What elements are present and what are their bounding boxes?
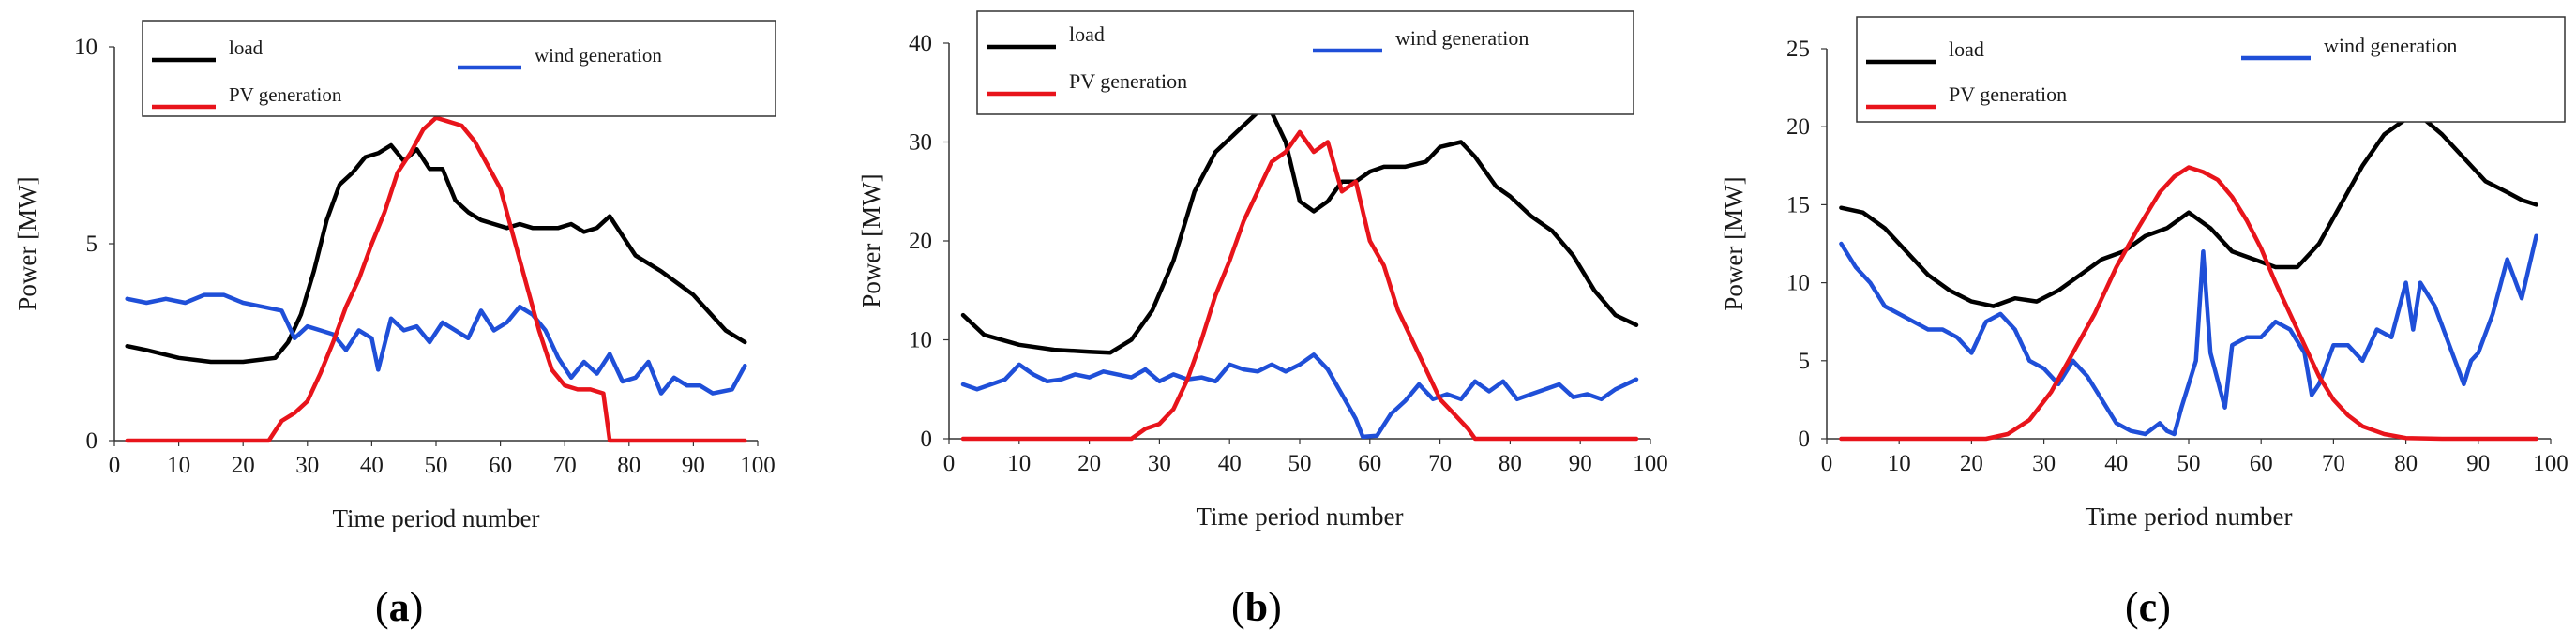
legend-label: PV generation bbox=[229, 83, 342, 106]
x-tick-label: 30 bbox=[295, 453, 319, 478]
x-tick-label: 90 bbox=[2466, 451, 2490, 476]
x-axis-label: Time period number bbox=[1197, 502, 1404, 531]
legend-label: PV generation bbox=[1949, 82, 2067, 106]
y-tick-label: 20 bbox=[909, 229, 932, 254]
x-axis-label: Time period number bbox=[2086, 502, 2293, 531]
x-axis-label: Time period number bbox=[333, 504, 540, 532]
y-tick-label: 40 bbox=[909, 31, 932, 56]
series-line-wind-generation bbox=[960, 352, 1639, 440]
series-line-wind-generation bbox=[1839, 233, 2538, 437]
y-tick-label: 20 bbox=[1786, 114, 1810, 140]
caption-letter: c bbox=[2138, 584, 2158, 630]
x-tick-label: 50 bbox=[425, 453, 448, 478]
y-axis-label: Power [MW] bbox=[1720, 176, 1748, 310]
caption-letter: a bbox=[388, 584, 410, 630]
y-tick-label: 0 bbox=[921, 427, 933, 452]
x-tick-label: 70 bbox=[1428, 451, 1452, 476]
series-line-PV-generation bbox=[1839, 165, 2538, 442]
y-tick-label: 30 bbox=[909, 130, 932, 156]
series-line-load bbox=[1839, 113, 2538, 308]
y-tick-label: 5 bbox=[1799, 349, 1811, 374]
caption-letter: b bbox=[1244, 584, 1269, 630]
x-tick-label: 10 bbox=[1007, 451, 1031, 476]
x-tick-label: 40 bbox=[2104, 451, 2128, 476]
x-tick-label: 0 bbox=[943, 451, 956, 476]
legend-label: load bbox=[1069, 22, 1105, 46]
x-tick-label: 90 bbox=[682, 453, 705, 478]
y-tick-label: 5 bbox=[86, 232, 98, 257]
series-line-PV-generation bbox=[960, 129, 1639, 442]
x-tick-label: 60 bbox=[2250, 451, 2273, 476]
x-tick-label: 80 bbox=[1499, 451, 1522, 476]
chart-panel-b: 0 10 20 30 40 50 60 70 80 90 100 0 10 20 30 40 Time peri… bbox=[844, 0, 1707, 644]
x-tick-label: 0 bbox=[109, 453, 121, 478]
series-line-load bbox=[960, 110, 1639, 355]
x-tick-label: 30 bbox=[2032, 451, 2056, 476]
legend-label: wind generation bbox=[535, 44, 662, 67]
caption-b: (b) bbox=[1231, 584, 1282, 630]
x-tick-label: 70 bbox=[2322, 451, 2345, 476]
legend-label: wind generation bbox=[2324, 34, 2457, 57]
y-axis-label: Power [MW] bbox=[13, 176, 41, 310]
y-tick-label: 0 bbox=[86, 428, 98, 454]
y-tick-label: 0 bbox=[1799, 427, 1811, 452]
series-line-load bbox=[125, 142, 747, 365]
x-tick-label: 80 bbox=[617, 453, 640, 478]
x-tick-label: 100 bbox=[1633, 451, 1668, 476]
chart-panel-a: 0 10 20 30 40 50 60 70 80 90 100 0 5 10 Time period nu… bbox=[0, 0, 844, 644]
x-tick-label: 20 bbox=[232, 453, 255, 478]
x-tick-label: 20 bbox=[1077, 451, 1101, 476]
x-tick-label: 60 bbox=[489, 453, 512, 478]
series-line-PV-generation bbox=[125, 115, 747, 443]
x-tick-label: 50 bbox=[1288, 451, 1312, 476]
x-tick-label: 70 bbox=[553, 453, 577, 478]
legend-box bbox=[1856, 16, 2566, 123]
x-tick-label: 10 bbox=[167, 453, 190, 478]
chart-c: 0 10 20 30 40 50 60 70 80 90 100 0 5 10 15 20 25 Time per… bbox=[1720, 16, 2568, 531]
x-tick-label: 100 bbox=[2533, 451, 2568, 476]
y-tick-label: 15 bbox=[1786, 192, 1810, 217]
y-tick-label: 10 bbox=[1786, 271, 1810, 296]
x-tick-label: 0 bbox=[1821, 451, 1833, 476]
y-axis-label: Power [MW] bbox=[857, 173, 885, 307]
legend-label: PV generation bbox=[1069, 69, 1187, 93]
x-tick-label: 60 bbox=[1358, 451, 1381, 476]
y-tick-label: 10 bbox=[74, 35, 98, 60]
x-tick-label: 100 bbox=[740, 453, 776, 478]
caption-a: (a) bbox=[375, 584, 424, 630]
x-tick-label: 30 bbox=[1148, 451, 1171, 476]
x-tick-label: 20 bbox=[1960, 451, 1983, 476]
x-tick-label: 50 bbox=[2177, 451, 2201, 476]
y-tick-label: 25 bbox=[1786, 37, 1810, 62]
x-tick-label: 90 bbox=[1569, 451, 1592, 476]
legend-label: load bbox=[1949, 37, 1984, 61]
chart-a: 0 10 20 30 40 50 60 70 80 90 100 0 5 10 Time period nu… bbox=[13, 20, 776, 532]
x-tick-label: 40 bbox=[1218, 451, 1242, 476]
x-tick-label: 40 bbox=[360, 453, 384, 478]
chart-panel-c: 0 10 20 30 40 50 60 70 80 90 100 0 5 10 15 20 25 Time per… bbox=[1707, 0, 2576, 644]
legend-label: load bbox=[229, 37, 264, 59]
chart-b: 0 10 20 30 40 50 60 70 80 90 100 0 10 20 30 40 Time peri… bbox=[857, 10, 1668, 531]
caption-c: (c) bbox=[2125, 584, 2171, 630]
series-line-wind-generation bbox=[125, 292, 747, 396]
y-tick-label: 10 bbox=[909, 328, 932, 353]
x-tick-label: 80 bbox=[2394, 451, 2418, 476]
x-tick-label: 10 bbox=[1888, 451, 1911, 476]
legend-label: wind generation bbox=[1395, 26, 1529, 50]
legend-box bbox=[976, 10, 1634, 115]
